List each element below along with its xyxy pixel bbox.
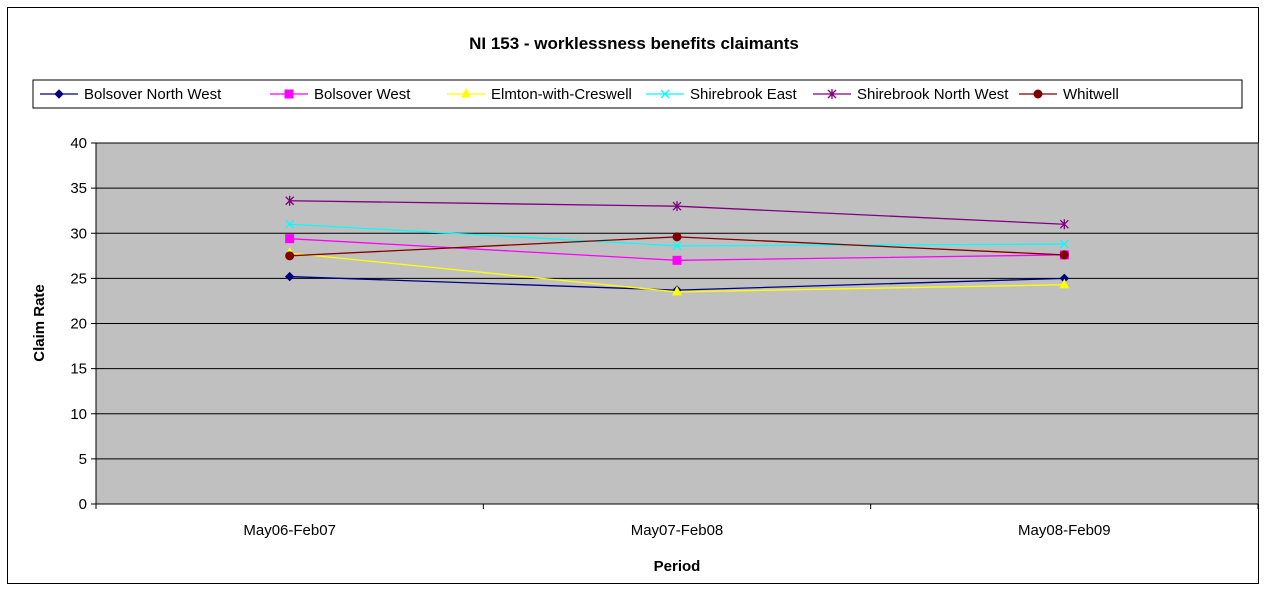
x-tick-label: May06-Feb07	[243, 522, 336, 539]
legend-marker	[660, 89, 670, 99]
legend-entry: Shirebrook East	[646, 86, 798, 103]
data-point	[672, 255, 682, 265]
series-3	[285, 219, 1069, 251]
data-point	[1059, 250, 1069, 260]
y-axis-title: Claim Rate	[31, 284, 48, 362]
chart-title: NI 153 - worklessness benefits claimants	[469, 34, 799, 53]
data-point	[284, 271, 295, 282]
data-point	[1059, 278, 1070, 289]
legend-label: Bolsover West	[314, 86, 411, 103]
x-tick-label: May07-Feb08	[631, 522, 724, 539]
legend-marker	[461, 87, 471, 98]
legend-marker	[827, 89, 837, 99]
data-point	[285, 195, 295, 206]
x-axis: May06-Feb07 May07-Feb08 May08-Feb09	[95, 503, 1259, 539]
legend-label: Whitwell	[1063, 86, 1119, 103]
y-tick-label: 0	[79, 496, 87, 513]
legend-marker	[54, 89, 64, 99]
y-tick-label: 25	[70, 270, 87, 287]
legend-label: Bolsover North West	[84, 86, 222, 103]
legend-entry: Bolsover West	[270, 86, 411, 103]
legend: Bolsover North West Bolsover West Elmton-w…	[32, 79, 1243, 109]
legend-entry: Shirebrook North West	[813, 86, 1009, 103]
y-tick-label: 15	[70, 361, 87, 378]
series-4	[285, 195, 1069, 230]
data-point	[1059, 219, 1069, 230]
series-5	[285, 232, 1069, 261]
y-axis: 0 5 10 15 20 25 30 35 40	[70, 135, 97, 513]
data-point	[672, 285, 682, 296]
legend-marker	[284, 89, 294, 99]
data-point	[285, 251, 295, 261]
data-point	[672, 241, 682, 251]
y-tick-label: 20	[70, 316, 87, 333]
y-tick-label: 40	[70, 135, 87, 152]
y-tick-label: 30	[70, 225, 87, 242]
data-point	[672, 201, 682, 212]
legend-label: Shirebrook East	[690, 86, 798, 103]
legend-marker	[1033, 89, 1043, 99]
y-tick-label: 5	[79, 451, 87, 468]
y-tick-label: 35	[70, 180, 87, 197]
legend-label: Shirebrook North West	[857, 86, 1009, 103]
legend-label: Elmton-with-Creswell	[491, 86, 632, 103]
legend-entry: Bolsover North West	[40, 86, 222, 103]
series-layer	[284, 195, 1070, 296]
data-point	[1059, 239, 1069, 249]
y-tick-label: 10	[70, 406, 87, 423]
data-point	[285, 219, 295, 229]
x-axis-title: Period	[654, 558, 701, 575]
legend-entry: Whitwell	[1019, 86, 1119, 103]
data-point	[285, 234, 295, 244]
legend-entry: Elmton-with-Creswell	[447, 86, 632, 103]
x-tick-label: May08-Feb09	[1018, 522, 1111, 539]
data-point	[672, 232, 682, 242]
